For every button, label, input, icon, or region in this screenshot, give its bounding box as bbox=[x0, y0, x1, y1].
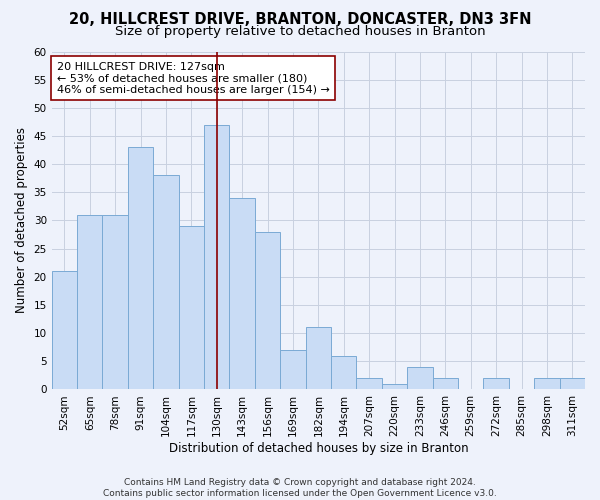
Bar bbox=[77, 215, 103, 390]
Text: Size of property relative to detached houses in Branton: Size of property relative to detached ho… bbox=[115, 25, 485, 38]
Bar bbox=[280, 350, 305, 390]
Bar bbox=[128, 148, 153, 390]
Bar bbox=[52, 271, 77, 390]
Bar bbox=[534, 378, 560, 390]
Bar bbox=[255, 232, 280, 390]
Bar bbox=[305, 328, 331, 390]
Bar bbox=[179, 226, 204, 390]
Bar bbox=[560, 378, 585, 390]
Bar bbox=[331, 356, 356, 390]
Bar bbox=[382, 384, 407, 390]
X-axis label: Distribution of detached houses by size in Branton: Distribution of detached houses by size … bbox=[169, 442, 468, 455]
Text: Contains HM Land Registry data © Crown copyright and database right 2024.
Contai: Contains HM Land Registry data © Crown c… bbox=[103, 478, 497, 498]
Text: 20, HILLCREST DRIVE, BRANTON, DONCASTER, DN3 3FN: 20, HILLCREST DRIVE, BRANTON, DONCASTER,… bbox=[69, 12, 531, 28]
Bar bbox=[407, 367, 433, 390]
Bar bbox=[433, 378, 458, 390]
Bar bbox=[204, 124, 229, 390]
Bar bbox=[356, 378, 382, 390]
Bar bbox=[103, 215, 128, 390]
Y-axis label: Number of detached properties: Number of detached properties bbox=[15, 128, 28, 314]
Bar bbox=[229, 198, 255, 390]
Bar bbox=[153, 176, 179, 390]
Text: 20 HILLCREST DRIVE: 127sqm
← 53% of detached houses are smaller (180)
46% of sem: 20 HILLCREST DRIVE: 127sqm ← 53% of deta… bbox=[57, 62, 330, 95]
Bar bbox=[484, 378, 509, 390]
